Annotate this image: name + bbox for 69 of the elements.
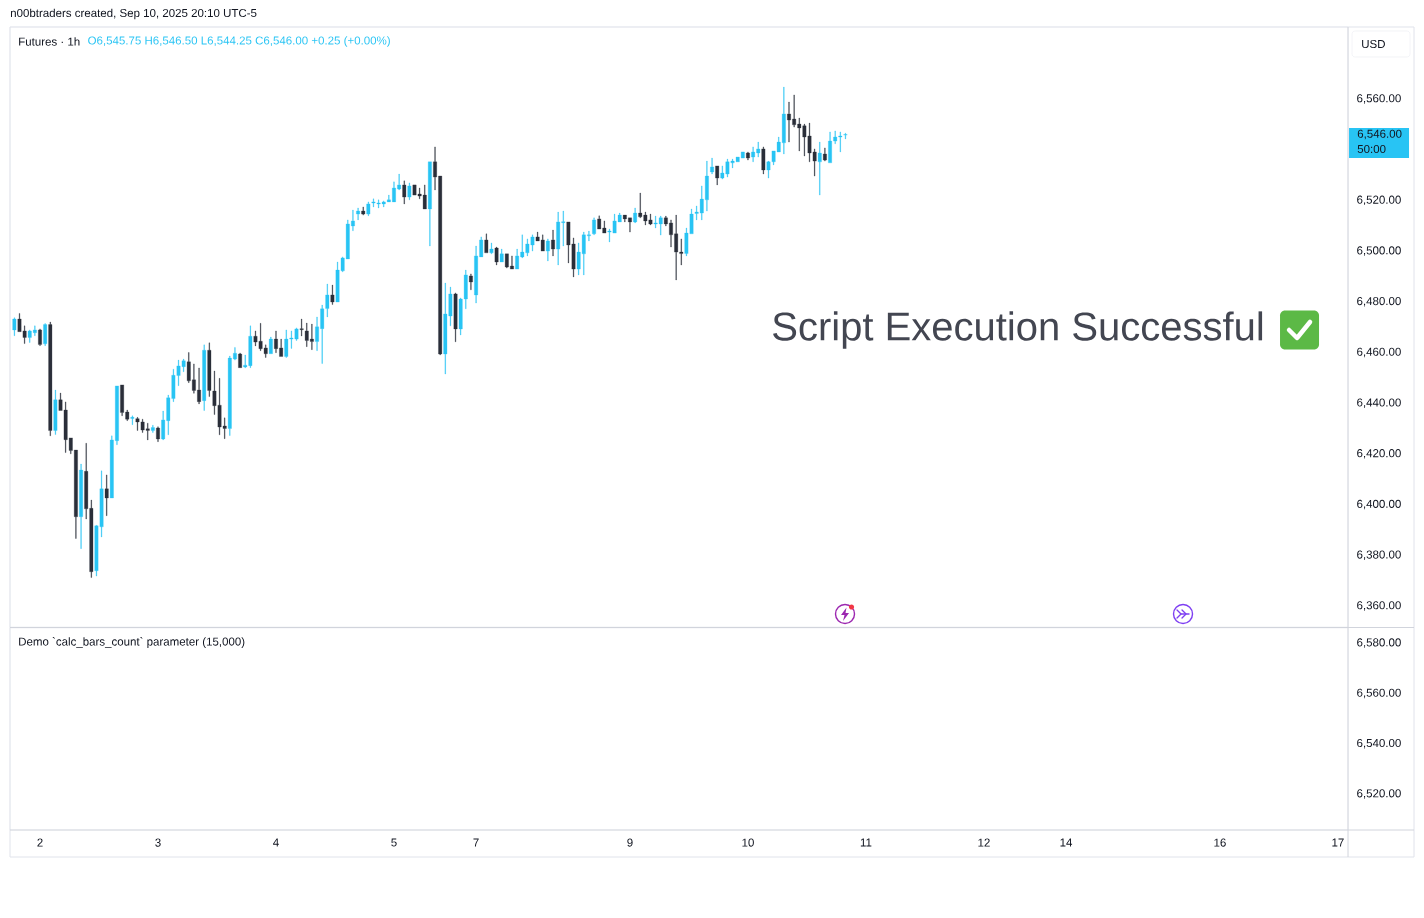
candlestick (484, 233, 489, 253)
candlestick (746, 151, 750, 161)
y-tick-label: 6,460.00 (1357, 347, 1401, 358)
y-tick-label: 6,420.00 (1357, 449, 1401, 459)
candlestick (53, 389, 58, 435)
y-tick-label: 6,360.00 (1357, 601, 1401, 611)
x-tick-label: 4 (273, 838, 279, 847)
candlestick (12, 317, 17, 336)
x-tick-label: 16 (1214, 838, 1226, 847)
candlestick (156, 426, 160, 442)
y-tick-label: 6,540.00 (1357, 738, 1401, 749)
text: Demo `calc_bars_count` parameter (15,000) (19, 637, 245, 648)
candlestick (761, 146, 766, 175)
y-tick-label: 6,560.00 (1357, 94, 1401, 104)
x-tick-label: 7 (473, 838, 479, 847)
candlestick (817, 141, 822, 196)
candlestick (79, 463, 83, 549)
candlestick (330, 284, 335, 305)
x-tick-label: 10 (742, 838, 754, 847)
x-tick-label: 9 (627, 838, 633, 847)
x-tick-label: 14 (1060, 838, 1073, 847)
text: Futures · 1h (19, 37, 80, 46)
text: 6,546.00 (1357, 129, 1402, 140)
candlestick (546, 238, 550, 262)
candlestick (551, 229, 555, 257)
annotation: Script Execution Successful (773, 311, 1263, 349)
y-tick-label: 6,400.00 (1357, 499, 1401, 510)
text: n00btraders created, Sep 10, 2025 20:10 UTC-5 (10, 8, 257, 20)
candlestick (823, 147, 827, 162)
candlestick (499, 248, 504, 263)
candlestick (710, 157, 714, 175)
candlestick (130, 415, 135, 425)
x-tick-label: 3 (155, 838, 161, 847)
x-tick-label: 17 (1332, 838, 1344, 847)
candlestick (633, 207, 637, 224)
y-tick-label: 6,380.00 (1357, 550, 1401, 561)
candlestick (715, 165, 720, 186)
y-tick-label: 6,560.00 (1357, 688, 1401, 699)
y-tick-label: 6,520.00 (1357, 789, 1401, 799)
y-tick-label: 6,520.00 (1357, 195, 1401, 206)
candlestick (269, 336, 273, 354)
y-axis-title: USD (1362, 39, 1385, 49)
candlestick (402, 180, 407, 205)
x-tick-label: 12 (978, 838, 990, 847)
x-tick-label: 5 (391, 838, 397, 847)
candlestick (592, 217, 596, 235)
candlestick (407, 182, 412, 201)
y-tick-label: 6,500.00 (1357, 246, 1401, 256)
candlestick (48, 321, 53, 437)
candlestick (453, 292, 458, 342)
x-tick-label: 11 (860, 838, 872, 847)
candlestick (361, 206, 366, 216)
candlestick (104, 474, 109, 516)
y-tick-label: 6,440.00 (1357, 398, 1401, 408)
candlestick (469, 273, 473, 291)
text: 50:00 (1357, 144, 1386, 154)
candlestick (489, 242, 494, 255)
text: O6,545.75 H6,546.50 L6,544.25 C6,546.00 +0.25 (+0.00%) (88, 36, 390, 47)
candlestick (356, 207, 360, 221)
x-tick-label: 2 (37, 838, 43, 847)
y-tick-label: 6,580.00 (1357, 638, 1401, 648)
candlestick (238, 352, 242, 368)
candlestick (151, 425, 155, 433)
candlestick (38, 328, 42, 346)
candlestick (43, 323, 47, 346)
candlestick (202, 344, 207, 411)
candlestick (428, 161, 432, 247)
candlestick (494, 246, 499, 266)
y-tick-label: 6,480.00 (1357, 297, 1401, 307)
